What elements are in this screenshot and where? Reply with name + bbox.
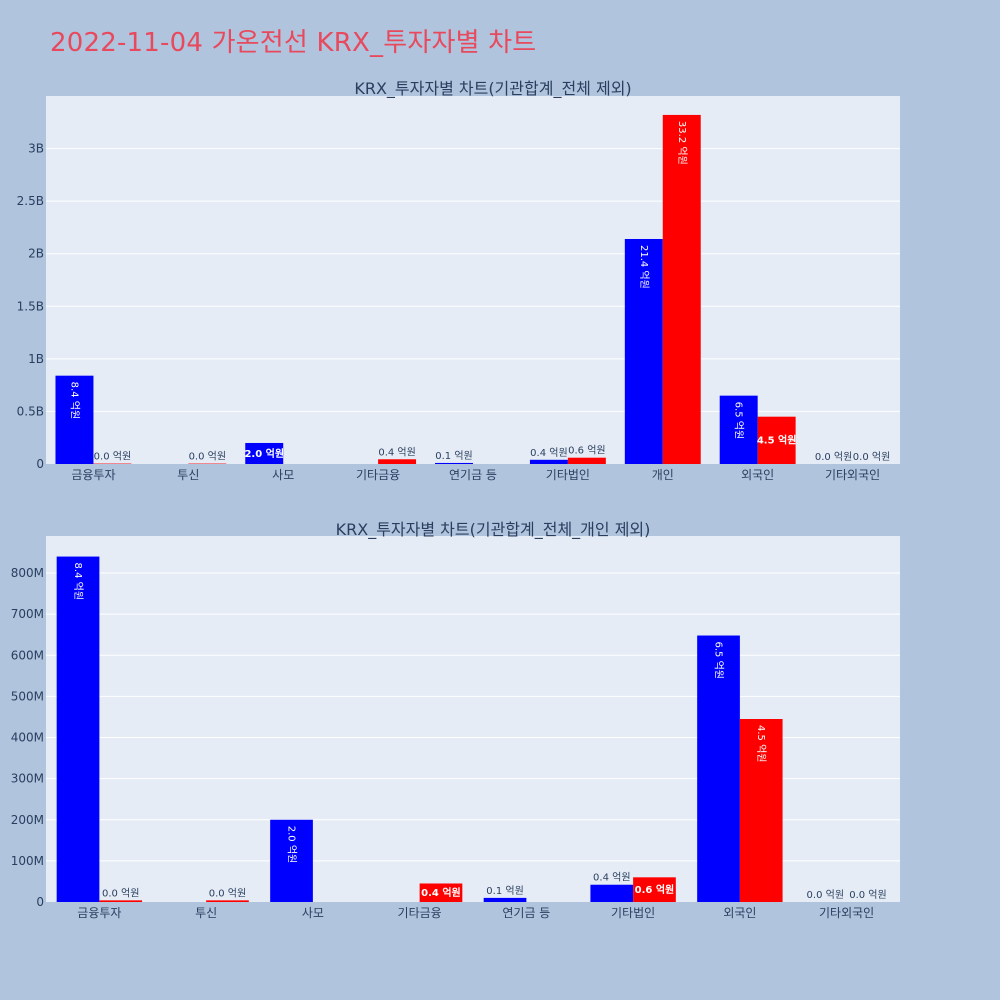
data-label: 0.0 억원 [209, 887, 246, 899]
data-label: 2.0 억원 [286, 826, 298, 863]
bar [697, 635, 740, 902]
y-tick-label: 100M [11, 854, 44, 868]
data-label: 0.4 억원 [530, 447, 567, 459]
x-tick-label: 기타법인 [611, 906, 655, 920]
data-label: 0.4 억원 [421, 886, 461, 899]
data-label: 2.0 억원 [244, 447, 284, 460]
data-label: 8.4 억원 [72, 563, 84, 600]
data-label: 8.4 억원 [68, 382, 80, 419]
x-tick-label: 외국인 [723, 906, 756, 920]
x-tick-label: 연기금 등 [449, 468, 497, 482]
data-label: 0.0 억원 [94, 451, 131, 463]
page-title: 2022-11-04 가온전선 KRX_투자자별 차트 [50, 28, 537, 58]
y-tick-label: 500M [11, 689, 44, 703]
data-label: 0.4 억원 [378, 446, 415, 458]
x-tick-label: 기타금융 [398, 906, 442, 920]
x-tick-label: 외국인 [741, 468, 774, 482]
x-tick-label: 투신 [177, 468, 199, 482]
bar [529, 459, 568, 464]
data-label: 33.2 억원 [676, 121, 688, 165]
bar [719, 395, 758, 464]
y-tick-label: 300M [11, 772, 44, 786]
y-tick-label: 0 [36, 895, 44, 909]
data-label: 6.5 억원 [713, 642, 725, 679]
y-tick-label: 200M [11, 813, 44, 827]
data-label: 0.0 억원 [853, 451, 890, 463]
data-label: 0.6 억원 [568, 445, 605, 457]
data-label: 0.0 억원 [102, 887, 139, 899]
data-label: 0.6 억원 [635, 883, 675, 896]
bar [590, 884, 634, 902]
data-label: 0.1 억원 [435, 450, 472, 462]
bar [419, 883, 463, 902]
x-tick-label: 금융투자 [71, 468, 115, 482]
data-label: 21.4 억원 [638, 245, 650, 289]
x-tick-label: 사모 [302, 906, 324, 920]
bar [757, 416, 796, 464]
y-tick-label: 2.5B [17, 194, 44, 208]
bar [633, 877, 676, 902]
x-tick-label: 사모 [272, 468, 294, 482]
data-label: 4.5 억원 [755, 725, 767, 762]
bar [567, 457, 606, 464]
x-tick-label: 기타외국인 [825, 468, 880, 482]
chart-title: KRX_투자자별 차트(기관합계_전체 제외) [354, 79, 631, 99]
data-label: 0.0 억원 [807, 889, 844, 901]
y-tick-label: 400M [11, 731, 44, 745]
y-tick-label: 700M [11, 607, 44, 621]
plot-area [46, 96, 900, 464]
y-tick-label: 800M [11, 566, 44, 580]
y-tick-label: 0.5B [17, 404, 44, 418]
y-tick-label: 600M [11, 648, 44, 662]
x-tick-label: 기타외국인 [819, 906, 874, 920]
bar [245, 442, 284, 464]
chart-title: KRX_투자자별 차트(기관합계_전체_개인 제외) [336, 520, 651, 540]
data-label: 0.0 억원 [189, 451, 226, 463]
bottom-bar-chart: KRX_투자자별 차트(기관합계_전체_개인 제외) 0 100M 200M 300M 4… [11, 520, 900, 920]
data-label: 0.1 억원 [486, 885, 523, 897]
bar [483, 897, 527, 902]
x-tick-label: 투신 [195, 906, 217, 920]
y-tick-label: 1.5B [17, 299, 44, 313]
bar [435, 462, 473, 464]
data-label: 4.5 억원 [757, 434, 797, 447]
y-tick-label: 1B [28, 352, 44, 366]
x-tick-label: 금융투자 [77, 906, 121, 920]
bar [56, 556, 100, 902]
x-tick-label: 연기금 등 [502, 906, 550, 920]
x-tick-label: 개인 [652, 468, 674, 482]
data-label: 0.4 억원 [593, 872, 630, 884]
data-label: 0.0 억원 [815, 451, 852, 463]
bar [99, 900, 143, 902]
bar [378, 459, 417, 464]
x-tick-label: 기타법인 [546, 468, 590, 482]
bar [739, 719, 783, 902]
bar [624, 238, 663, 464]
bar [662, 114, 701, 464]
y-tick-label: 3B [28, 142, 44, 156]
bar [270, 819, 313, 902]
x-tick-label: 기타금융 [356, 468, 400, 482]
y-tick-label: 2B [28, 247, 44, 261]
y-tick-label: 0 [36, 457, 44, 471]
data-label: 0.0 억원 [849, 889, 886, 901]
bar [206, 900, 249, 902]
bar [55, 375, 94, 464]
top-bar-chart: KRX_투자자별 차트(기관합계_전체 제외) 0 0.5B 1B 1.5B 2B 2.5B… [17, 79, 900, 482]
data-label: 6.5 억원 [733, 402, 745, 439]
